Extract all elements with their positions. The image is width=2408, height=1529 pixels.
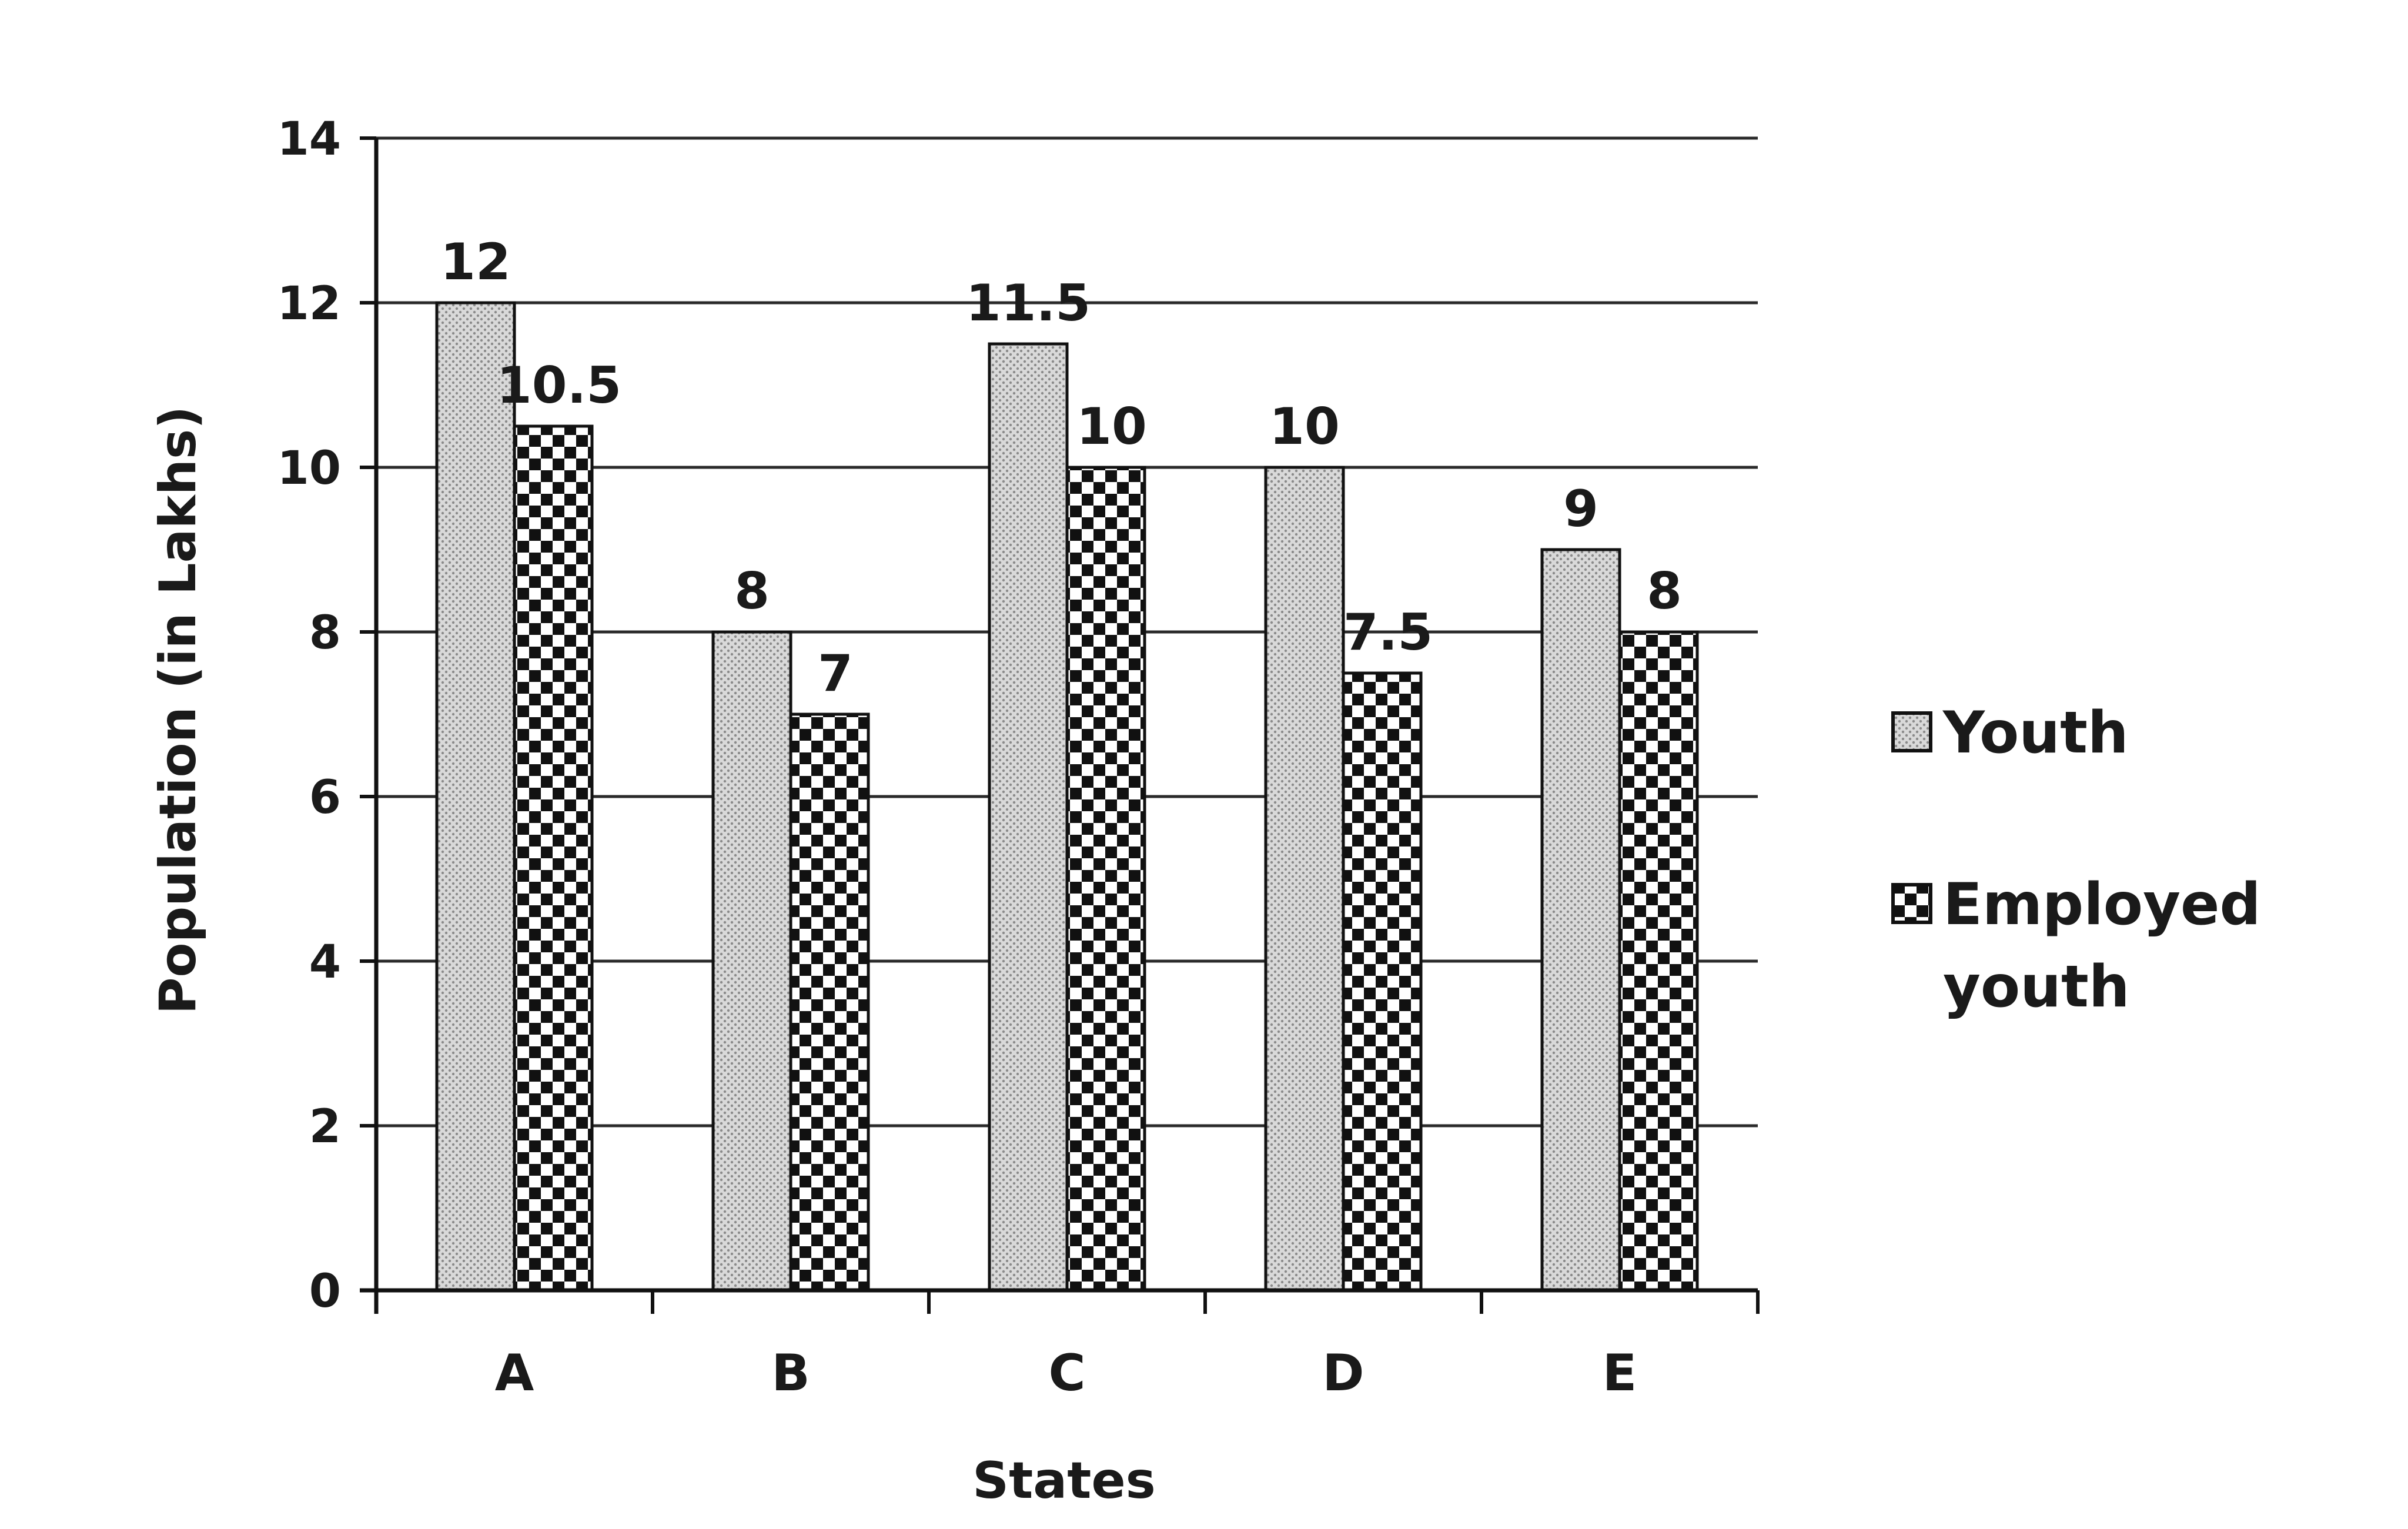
data-label-youth-B: 8 [734, 562, 770, 621]
x-category-label-A: A [495, 1344, 534, 1403]
y-tick-label: 0 [309, 1265, 341, 1318]
data-label-youth-A: 12 [440, 233, 511, 292]
x-category-label-B: B [771, 1344, 810, 1403]
bar-employed-youth-A [513, 424, 594, 1292]
axes [360, 136, 1760, 1314]
y-tick-label: 6 [309, 771, 341, 824]
data-label-youth-C: 11.5 [966, 274, 1091, 333]
bar-youth-C [988, 342, 1069, 1292]
data-label-employed-youth-B: 7 [818, 644, 853, 703]
data-label-youth-E: 9 [1563, 480, 1598, 538]
y-tick-label: 12 [277, 277, 341, 330]
bar-youth-A [435, 301, 516, 1292]
data-label-youth-D: 10 [1269, 397, 1340, 456]
y-tick-label: 4 [309, 936, 341, 989]
y-tick-label: 8 [309, 607, 341, 660]
x-category-label-C: C [1048, 1344, 1085, 1403]
bars [435, 301, 1699, 1292]
data-label-employed-youth-D: 7.5 [1343, 603, 1433, 662]
bar-employed-youth-E [1618, 630, 1699, 1292]
legend-label-employed-line2: youth [1943, 953, 2130, 1021]
bar-employed-youth-B [789, 712, 870, 1292]
x-axis-title: States [972, 1451, 1156, 1510]
x-category-label-E: E [1603, 1344, 1637, 1403]
legend-swatch-youth [1891, 711, 1932, 752]
bar-employed-youth-D [1342, 671, 1423, 1292]
bar-youth-D [1264, 466, 1345, 1292]
x-category-label-D: D [1322, 1344, 1364, 1403]
legend-label-employed-line1: Employed [1943, 871, 2261, 938]
bar-youth-E [1540, 548, 1621, 1292]
y-tick-label: 14 [277, 113, 341, 166]
legend: Youth Employed youth [1891, 700, 2261, 1021]
bar-employed-youth-C [1065, 466, 1146, 1292]
y-tick-label: 10 [277, 442, 341, 495]
data-label-employed-youth-A: 10.5 [497, 356, 621, 415]
data-label-employed-youth-C: 10 [1076, 397, 1147, 456]
y-tick-label: 2 [309, 1100, 341, 1153]
legend-label-youth: Youth [1942, 700, 2129, 767]
y-axis-title: Population (in Lakhs) [149, 406, 208, 1015]
data-label-employed-youth-E: 8 [1647, 562, 1682, 621]
bar-youth-B [711, 630, 792, 1292]
legend-swatch-employed-youth [1891, 883, 1932, 924]
